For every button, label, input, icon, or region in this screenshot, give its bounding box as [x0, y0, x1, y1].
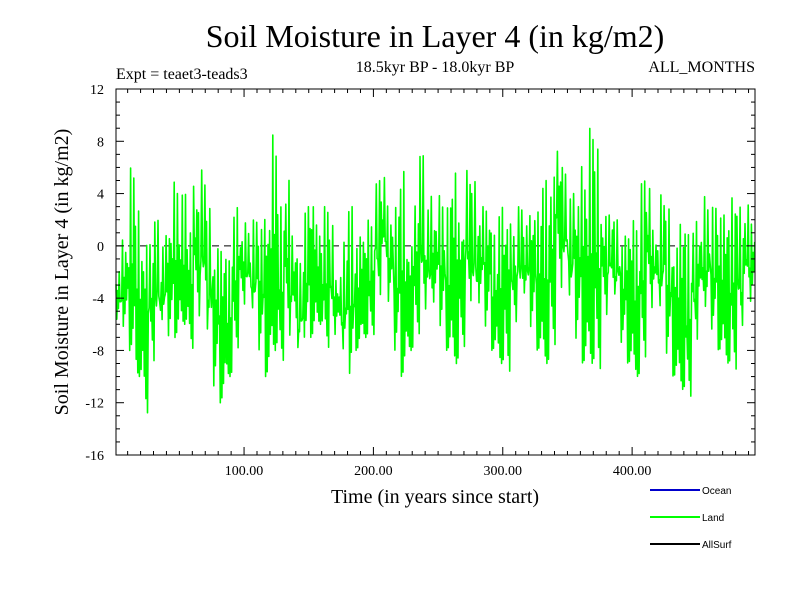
y-axis-label: Soil Moisture in Layer 4 (in kg/m2): [51, 129, 73, 416]
chart-subtitle: 18.5kyr BP - 18.0kyr BP: [356, 59, 515, 76]
legend-label-land: Land: [702, 513, 724, 524]
x-tick-label: 200.00: [354, 464, 393, 479]
x-tick-label: 300.00: [484, 464, 523, 479]
y-tick-label: -12: [85, 397, 104, 412]
x-tick-label: 100.00: [225, 464, 264, 479]
legend-label-allsurf: AllSurf: [702, 540, 732, 551]
plot-area: [115, 127, 756, 414]
y-tick-label: 0: [97, 240, 104, 255]
legend-label-ocean: Ocean: [702, 486, 731, 497]
experiment-label: Expt = teaet3-teads3: [116, 66, 248, 83]
y-tick-label: 12: [90, 83, 104, 98]
y-tick-label: -16: [85, 449, 104, 464]
months-label: ALL_MONTHS: [648, 59, 755, 76]
x-axis-label: Time (in years since start): [331, 486, 539, 508]
x-axis: 100.00 200.00 300.00 400.00: [127, 89, 750, 479]
x-tick-label: 400.00: [613, 464, 652, 479]
series-line-land: [115, 127, 756, 414]
y-tick-label: -8: [92, 344, 104, 359]
chart-title: Soil Moisture in Layer 4 (in kg/m2): [206, 18, 665, 54]
y-tick-label: -4: [92, 292, 104, 307]
y-tick-label: 4: [97, 188, 104, 203]
legend: Ocean Land AllSurf: [650, 486, 732, 551]
y-axis: -16 -12 -8 -4 0 4 8 12: [85, 83, 755, 464]
y-tick-label: 8: [97, 135, 104, 150]
